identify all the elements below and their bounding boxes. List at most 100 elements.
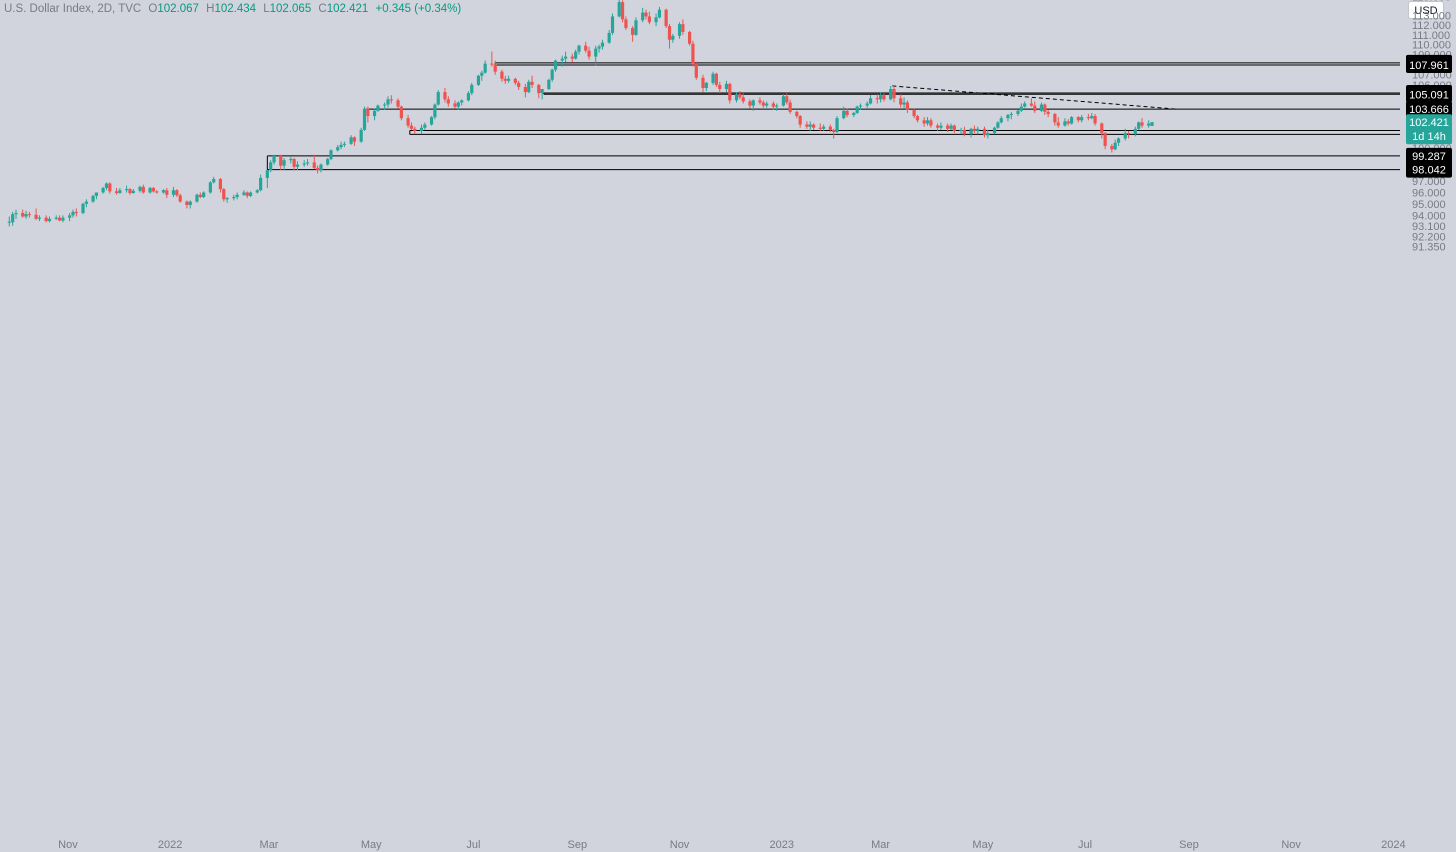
candle — [195, 193, 199, 203]
candle — [540, 89, 544, 100]
candle-body — [265, 170, 269, 178]
candle — [986, 129, 990, 139]
candle — [114, 187, 119, 195]
candle-body — [691, 43, 695, 64]
candle-body — [151, 187, 155, 192]
candle-body — [386, 99, 390, 105]
candle — [503, 75, 507, 84]
last-price-countdown: 1d 14h — [1412, 131, 1446, 143]
time-tick-label: Mar — [871, 839, 890, 851]
candle — [631, 26, 635, 42]
candle-body — [597, 46, 601, 49]
candle-body — [855, 106, 859, 113]
candle — [265, 170, 269, 188]
candle — [188, 200, 192, 209]
candle-body — [21, 213, 25, 217]
candle-body — [1123, 133, 1127, 139]
candle — [352, 136, 357, 146]
candle — [1110, 143, 1114, 153]
candle-body — [889, 89, 893, 100]
candle — [409, 122, 414, 130]
candle — [765, 101, 769, 108]
candle-body — [480, 72, 484, 76]
high-value: 102.434 — [214, 3, 257, 15]
candle — [687, 30, 692, 46]
candle — [597, 44, 601, 53]
high-label: H — [206, 3, 215, 15]
candle — [808, 121, 812, 131]
candle — [902, 97, 906, 109]
candle — [905, 100, 910, 113]
candle — [818, 123, 822, 131]
candle-body — [419, 127, 424, 131]
candle — [899, 94, 903, 108]
candle-body — [969, 128, 973, 135]
candle — [1086, 113, 1090, 121]
candle — [600, 39, 605, 50]
candle — [57, 215, 62, 222]
time-tick-label: 2023 — [770, 839, 794, 851]
candle-body — [84, 201, 88, 204]
candle-body — [57, 217, 62, 221]
candle-body — [982, 128, 987, 136]
candle — [996, 121, 1000, 129]
candle-body — [34, 214, 38, 219]
candle — [292, 157, 296, 171]
candle-body — [1140, 122, 1144, 126]
candle-body — [292, 159, 296, 167]
candle-body — [114, 191, 119, 194]
candle-body — [1113, 142, 1117, 150]
candle — [915, 115, 920, 123]
candle — [962, 126, 966, 137]
candle-body — [466, 93, 471, 101]
candle — [1053, 112, 1057, 126]
candle-body — [701, 77, 705, 88]
candle — [319, 163, 323, 173]
level-price-tag: 99.287 — [1406, 147, 1452, 164]
time-tick-label: 2022 — [158, 839, 182, 851]
candle-body — [68, 215, 72, 218]
level-tag-bg — [1406, 161, 1452, 178]
candle-body — [925, 120, 930, 124]
candle — [939, 122, 943, 130]
candle-body — [383, 104, 387, 106]
candle — [1046, 109, 1050, 118]
candle — [104, 182, 109, 191]
candle — [1006, 113, 1010, 122]
candle-body — [305, 162, 310, 164]
price-tick-label: 95.000 — [1412, 199, 1446, 211]
time-axis[interactable]: Nov 2022 Mar May Jul Sep Nov 2023 Mar May Jul Sep No… — [58, 839, 1405, 851]
last-price-value: 102.421 — [1409, 117, 1449, 129]
time-tick-label: Sep — [1179, 839, 1199, 851]
candle — [949, 123, 953, 130]
currency-button[interactable]: USD — [1408, 1, 1444, 19]
level-tag-label: 105.091 — [1409, 89, 1449, 101]
candle — [362, 106, 367, 131]
candle-body — [734, 94, 739, 101]
candle-body — [1070, 117, 1074, 124]
candle — [255, 189, 259, 194]
candle-body — [781, 96, 786, 106]
candle — [654, 13, 658, 27]
candle — [577, 44, 581, 55]
candle-body — [289, 159, 293, 161]
candle-body — [607, 32, 611, 43]
candle-body — [992, 127, 997, 134]
candle — [811, 123, 816, 130]
candle — [81, 202, 85, 215]
candle-body — [550, 69, 554, 80]
candle — [1056, 117, 1060, 128]
candle-body — [161, 190, 166, 193]
candle-body — [124, 189, 129, 191]
price-tick-label: 96.000 — [1412, 187, 1446, 199]
candle-body — [634, 20, 638, 35]
candle — [71, 209, 75, 218]
candle-body — [1100, 123, 1104, 134]
candle — [212, 176, 216, 184]
candle — [677, 22, 682, 39]
candle — [466, 91, 471, 102]
candle-body — [644, 12, 648, 17]
candle — [74, 208, 78, 217]
candle-body — [1080, 117, 1084, 121]
